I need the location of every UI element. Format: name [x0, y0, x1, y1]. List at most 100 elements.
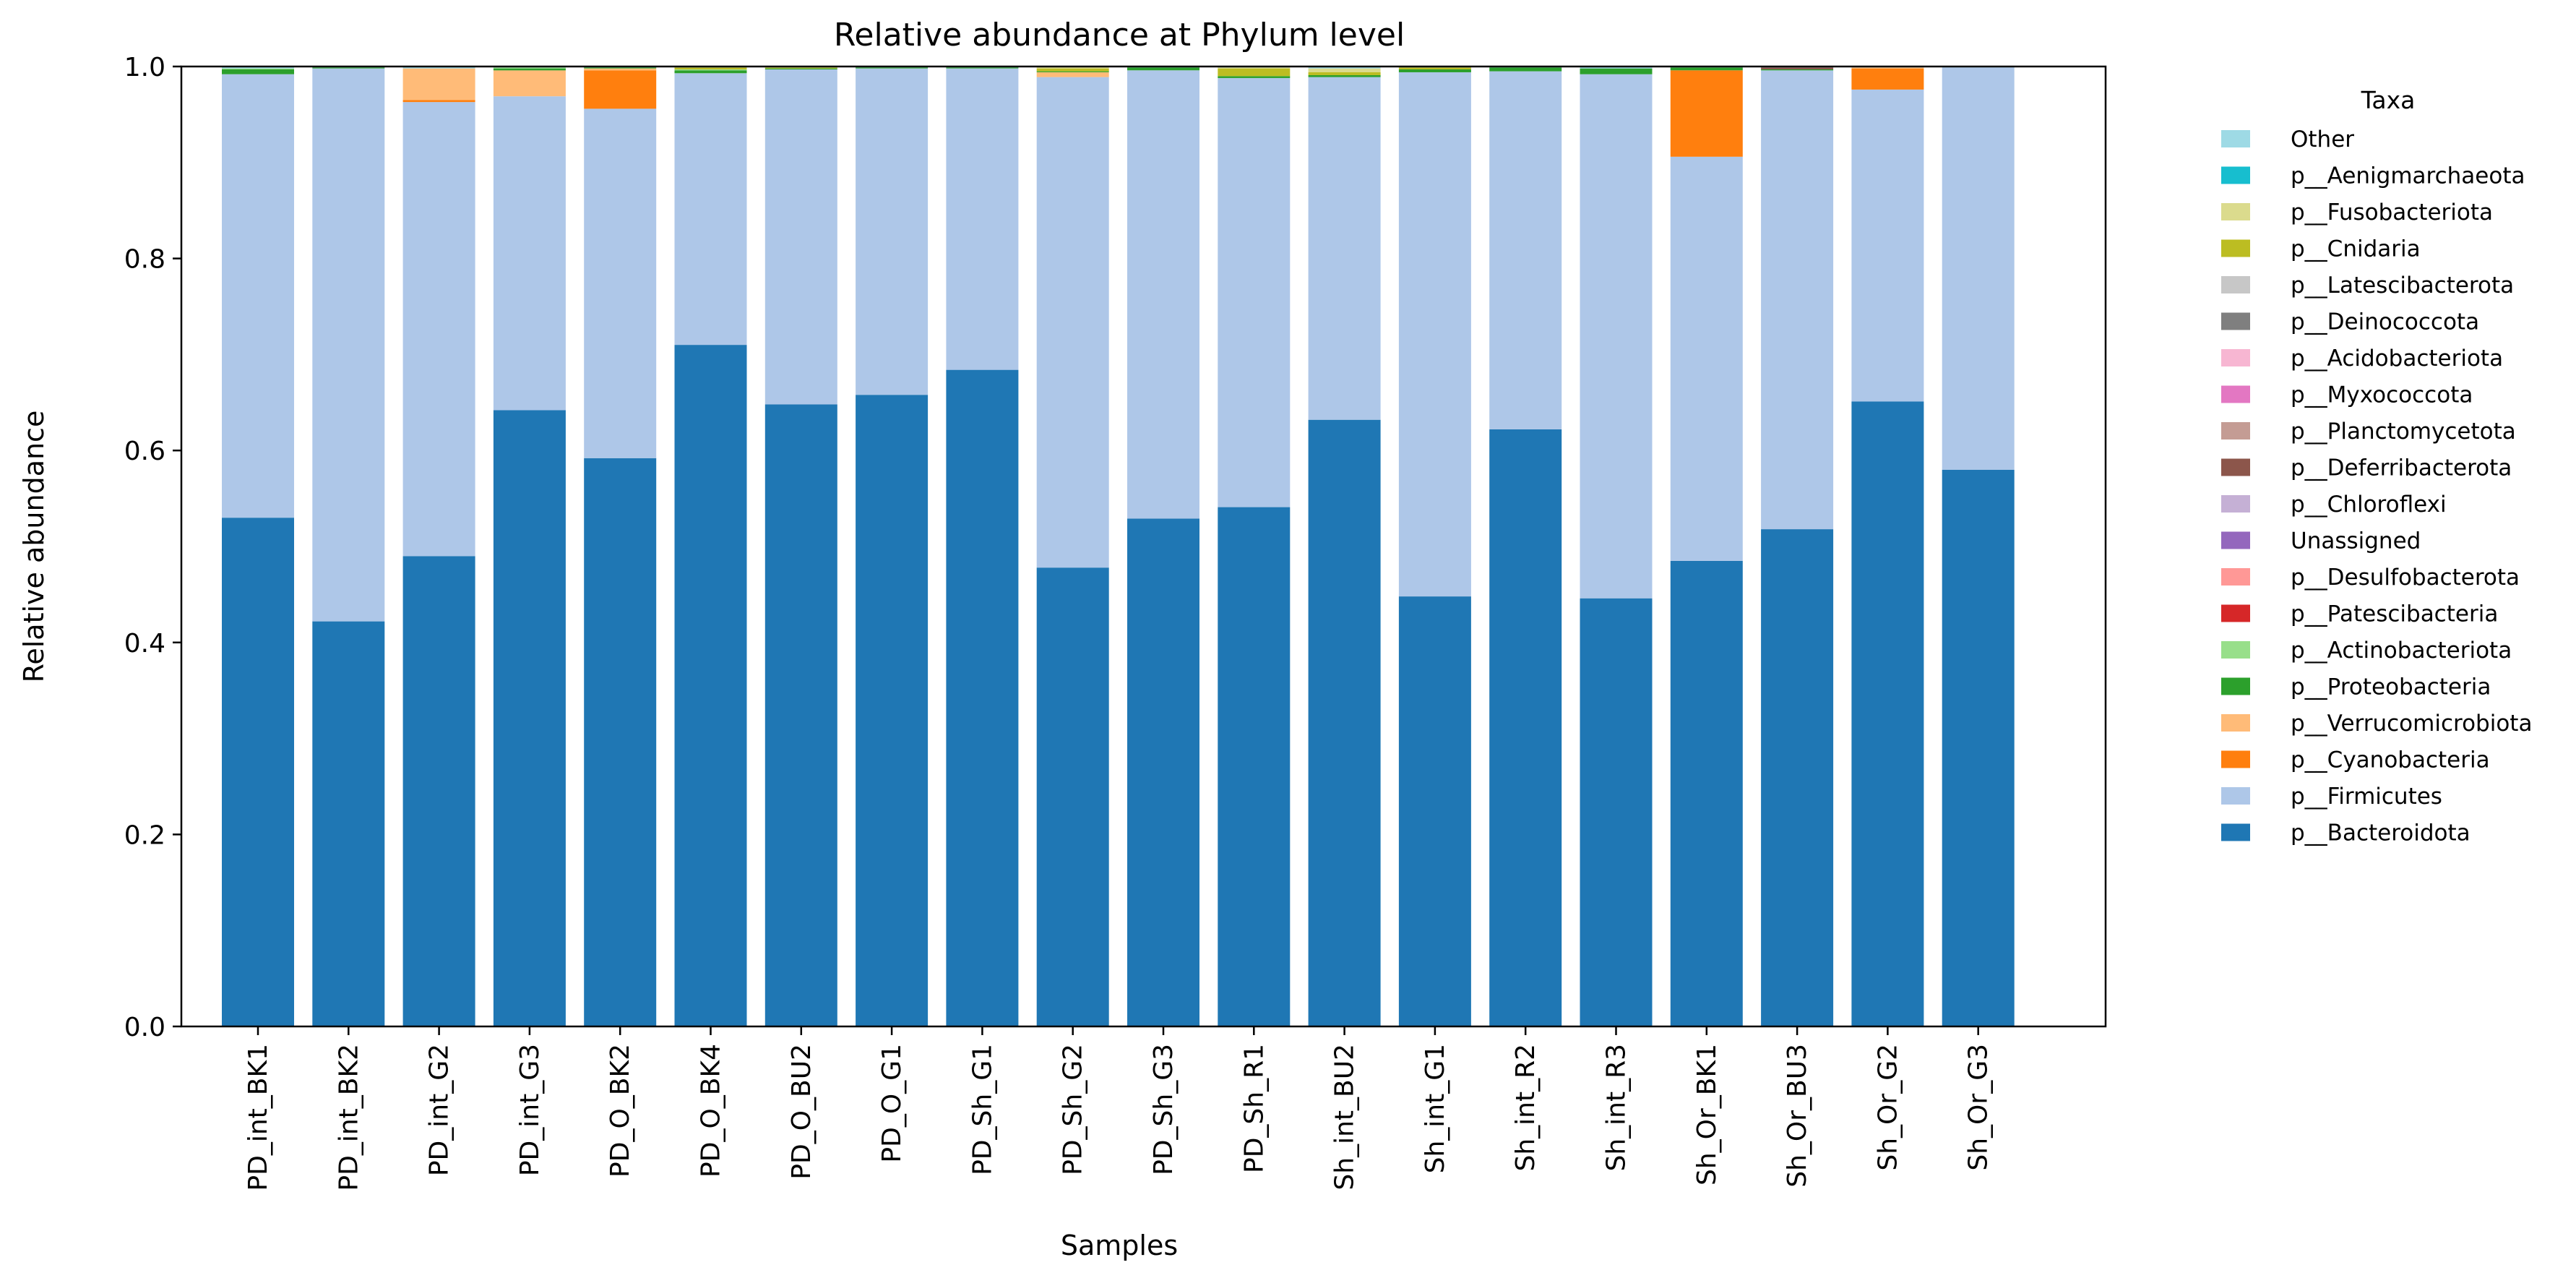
bar-segment	[1851, 89, 1924, 402]
bar-stack	[1670, 67, 1743, 1026]
x-tick-label: Sh_Or_G2	[1873, 1044, 1903, 1171]
x-tick-label: PD_int_G3	[515, 1044, 545, 1176]
x-tick-label: PD_int_BK2	[334, 1044, 363, 1191]
legend-label: p__Cnidaria	[2291, 236, 2421, 262]
bar-segment	[493, 68, 566, 71]
bar-stack	[1761, 67, 1834, 1026]
x-tick-label: PD_O_BK2	[606, 1044, 635, 1178]
bar-segment	[1127, 518, 1199, 1027]
legend-label: p__Patescibacteria	[2291, 601, 2498, 627]
legend-swatch	[2221, 531, 2250, 549]
legend-label: Other	[2291, 126, 2354, 153]
bar-segment	[764, 404, 837, 1027]
legend-label: p__Actinobacteriota	[2291, 638, 2512, 664]
legend-label: p__Verrucomicrobiota	[2291, 711, 2532, 737]
bar-segment	[1036, 567, 1109, 1026]
bar-segment	[1942, 67, 2015, 470]
y-tick-label: 0.6	[124, 437, 165, 466]
bar-segment	[1218, 77, 1291, 507]
x-tick-label: PD_O_BU2	[787, 1044, 817, 1180]
bar-segment	[584, 108, 657, 458]
bar-segment	[1308, 75, 1381, 77]
legend-swatch	[2221, 166, 2250, 184]
bar-segment	[1761, 69, 1834, 71]
legend-swatch	[2221, 568, 2250, 586]
x-tick-label: PD_Sh_G3	[1149, 1044, 1179, 1175]
bar-segment	[1308, 77, 1381, 420]
legend-swatch	[2221, 276, 2250, 293]
legend-label: p__Myxococcota	[2291, 382, 2473, 408]
bar-segment	[1670, 560, 1743, 1026]
bar-stack	[584, 67, 657, 1026]
bar-segment	[584, 67, 657, 69]
bar-segment	[1489, 71, 1562, 429]
bar-segment	[674, 69, 747, 71]
bar-stack	[674, 67, 747, 1026]
x-tick-label: PD_int_BK1	[244, 1044, 273, 1191]
bar-segment	[1398, 67, 1471, 69]
bar-segment	[222, 69, 294, 74]
bar-stack	[946, 67, 1019, 1026]
x-tick-label: PD_Sh_G1	[968, 1044, 997, 1175]
bar-segment	[1127, 70, 1199, 519]
bar-stack	[1489, 67, 1562, 1027]
bar-segment	[1489, 67, 1562, 72]
legend-label: p__Firmicutes	[2291, 784, 2442, 810]
bar-segment	[1489, 429, 1562, 1027]
legend-swatch	[2221, 130, 2250, 147]
bar-segment	[402, 556, 475, 1027]
bar-segment	[402, 100, 475, 103]
x-tick-label: Sh_int_R3	[1602, 1044, 1632, 1172]
bar-stacks	[222, 67, 2015, 1027]
bar-segment	[946, 67, 1019, 69]
y-tick-label: 0.4	[124, 629, 165, 659]
y-axis-label: Relative abundance	[18, 411, 50, 683]
x-tick-label: Sh_Or_BK1	[1692, 1044, 1722, 1185]
legend-swatch	[2221, 422, 2250, 439]
bar-segment	[856, 395, 929, 1027]
bar-segment	[1670, 156, 1743, 561]
chart-title: Relative abundance at Phylum level	[834, 17, 1405, 53]
bar-segment	[1851, 67, 1924, 69]
bar-segment	[402, 68, 475, 100]
legend-swatch	[2221, 495, 2250, 513]
x-tick-label: Sh_int_BU2	[1330, 1044, 1360, 1191]
bar-segment	[1036, 72, 1109, 77]
legend: Taxa Other p__Aenigmarchaeota p__Fusobacte…	[2221, 86, 2532, 846]
bar-segment	[1398, 72, 1471, 597]
x-tick-label: Sh_int_G1	[1421, 1044, 1450, 1173]
legend-swatch	[2221, 203, 2250, 220]
bar-segment	[1580, 74, 1653, 599]
bar-segment	[1761, 67, 1834, 69]
bar-segment	[764, 69, 837, 405]
bar-segment	[764, 67, 837, 69]
bar-stack	[1580, 67, 1653, 1026]
bar-segment	[1308, 72, 1381, 75]
x-axis-label: Samples	[1061, 1230, 1178, 1261]
bar-segment	[946, 68, 1019, 370]
bar-segment	[312, 67, 385, 69]
bar-segment	[1398, 596, 1471, 1027]
bar-stack	[764, 67, 837, 1027]
x-tick-label: PD_Sh_R1	[1239, 1044, 1269, 1173]
bar-stack	[493, 67, 566, 1026]
x-tick-label: PD_int_G2	[425, 1044, 455, 1176]
bar-stack	[402, 67, 475, 1027]
bar-segment	[1218, 67, 1291, 69]
bar-segment	[674, 73, 747, 346]
bar-stack	[1851, 67, 1924, 1027]
legend-swatch	[2221, 714, 2250, 732]
bar-segment	[856, 68, 929, 395]
bar-segment	[584, 458, 657, 1026]
bar-stack	[1942, 67, 2015, 1027]
legend-title: Taxa	[2361, 86, 2416, 114]
legend-swatch	[2221, 604, 2250, 622]
y-tick-label: 0.2	[124, 820, 165, 850]
legend-label: Unassigned	[2291, 528, 2421, 554]
bar-segment	[1942, 469, 2015, 1027]
bar-segment	[1761, 529, 1834, 1026]
y-tick-label: 1.0	[124, 53, 165, 82]
legend-label: p__Bacteroidota	[2291, 820, 2471, 846]
legend-swatch	[2221, 641, 2250, 659]
